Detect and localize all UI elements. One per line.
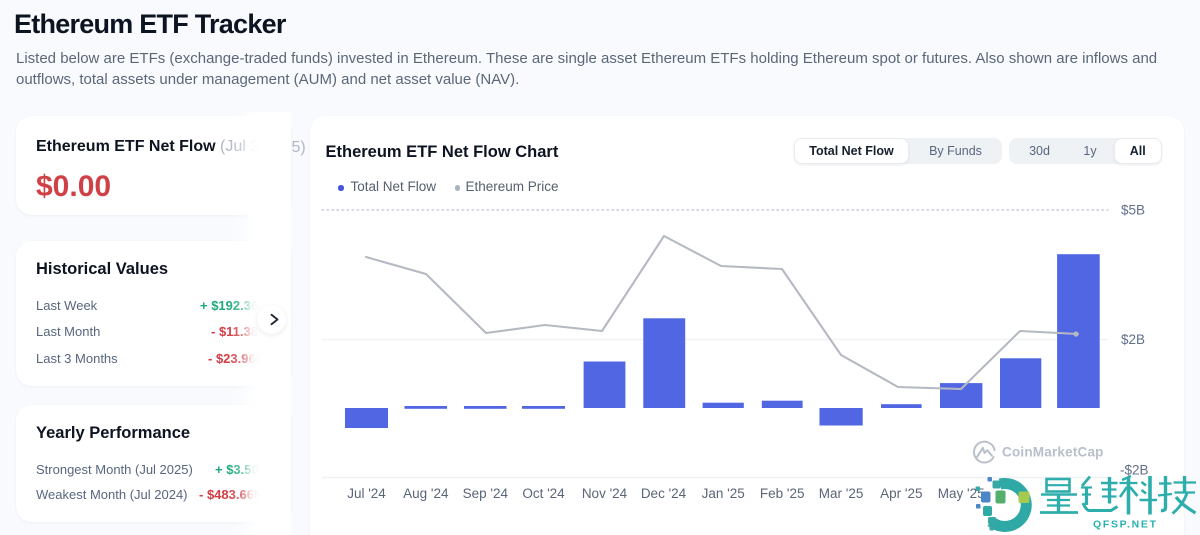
- svg-text:Apr '25: Apr '25: [880, 486, 922, 501]
- svg-text:-$2B: -$2B: [1120, 463, 1149, 478]
- svg-text:Aug '24: Aug '24: [403, 486, 449, 501]
- svg-text:Oct '24: Oct '24: [522, 486, 565, 501]
- svg-text:CoinMarketCap: CoinMarketCap: [1002, 445, 1104, 460]
- svg-text:QFSP.NET: QFSP.NET: [1093, 519, 1158, 531]
- svg-text:Dec '24: Dec '24: [641, 486, 687, 501]
- svg-text:$5B: $5B: [1121, 203, 1145, 218]
- svg-text:Mar '25: Mar '25: [819, 486, 864, 501]
- svg-text:Jul '24: Jul '24: [347, 486, 386, 501]
- svg-text:$2B: $2B: [1121, 332, 1145, 347]
- svg-text:May '25: May '25: [938, 486, 985, 501]
- svg-text:Sep '24: Sep '24: [463, 486, 509, 501]
- svg-text:Nov '24: Nov '24: [582, 486, 628, 501]
- svg-text:Jan '25: Jan '25: [702, 486, 745, 501]
- svg-text:Feb '25: Feb '25: [760, 486, 805, 501]
